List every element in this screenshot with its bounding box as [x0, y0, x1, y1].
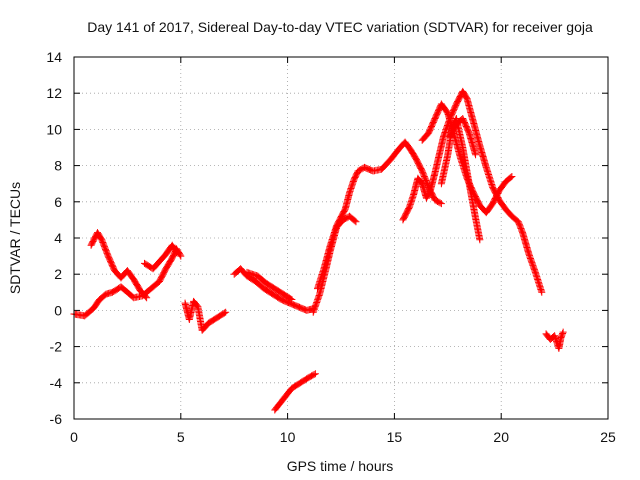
data-point-marker	[220, 309, 228, 317]
axis-ticks: 0 5 10 15 20 25 -6 -4 -2 0 2 4 6 8 10 12 14	[46, 49, 616, 445]
y-tick-label: 8	[54, 158, 62, 174]
y-tick-label: 0	[54, 302, 62, 318]
y-tick-label: 14	[46, 49, 62, 65]
y-tick-label: -2	[50, 339, 63, 355]
x-tick-label: 0	[70, 429, 78, 445]
x-tick-label: 20	[493, 429, 509, 445]
y-tick-label: 12	[46, 85, 62, 101]
x-tick-label: 15	[387, 429, 403, 445]
data-point-marker	[177, 252, 185, 260]
data-point-marker	[507, 173, 515, 181]
data-point-marker	[172, 247, 180, 255]
data-point-marker	[310, 370, 318, 378]
y-tick-label: -4	[50, 375, 63, 391]
data-point-marker	[352, 218, 360, 226]
data-point-marker	[559, 328, 567, 336]
data-point-marker	[351, 217, 359, 225]
data-point-marker	[472, 151, 480, 159]
y-axis-label: SDTVAR / TECUs	[7, 182, 23, 294]
data-point-marker	[538, 288, 546, 296]
data-points	[70, 87, 567, 414]
plot-frame	[73, 56, 609, 420]
y-tick-label: 2	[54, 266, 62, 282]
y-tick-label: 4	[54, 230, 62, 246]
data-point-marker	[508, 172, 516, 180]
data-point-marker	[176, 251, 184, 259]
data-point-marker	[142, 293, 150, 301]
y-tick-label: 6	[54, 194, 62, 210]
data-point-marker	[437, 200, 445, 208]
data-point-marker	[287, 295, 295, 303]
data-point-marker	[222, 308, 230, 316]
x-tick-label: 25	[600, 429, 616, 445]
data-point-marker	[173, 248, 181, 256]
chart-title: Day 141 of 2017, Sidereal Day-to-day VTE…	[87, 19, 593, 35]
data-point-marker	[559, 329, 567, 337]
data-point-marker	[311, 370, 319, 378]
x-tick-label: 5	[177, 429, 185, 445]
y-tick-label: -6	[50, 411, 63, 427]
data-point-marker	[436, 199, 444, 207]
grid	[74, 57, 608, 419]
data-point-marker	[143, 294, 151, 302]
x-axis-label: GPS time / hours	[287, 458, 394, 474]
data-point-marker	[476, 236, 484, 244]
y-tick-label: 10	[46, 121, 62, 137]
data-point-marker	[288, 296, 296, 304]
x-tick-label: 10	[280, 429, 296, 445]
